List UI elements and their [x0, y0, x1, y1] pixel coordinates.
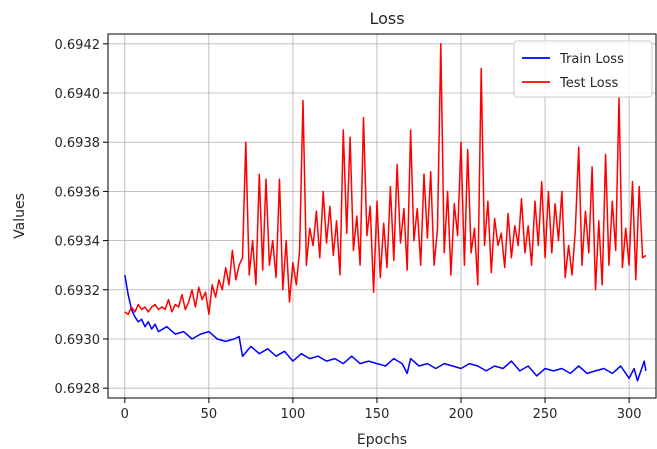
y-tick-label: 0.6940	[55, 87, 101, 102]
y-axis: 0.6928 0.6930 0.6932 0.6934 0.6936 0.6938 0.69…	[55, 38, 108, 397]
y-axis-label: Values	[12, 193, 28, 239]
series-layer	[124, 43, 647, 382]
chart-title: Loss	[369, 9, 404, 28]
x-tick-label: 100	[280, 407, 305, 422]
x-tick-label: 150	[365, 407, 390, 422]
y-tick-label: 0.6934	[55, 235, 101, 250]
series-line-1	[124, 274, 647, 382]
x-axis-label: Epochs	[357, 432, 407, 448]
x-tick-label: 300	[617, 407, 642, 422]
x-tick-label: 50	[201, 407, 218, 422]
y-tick-label: 0.6942	[55, 38, 101, 53]
legend-box	[513, 40, 653, 98]
y-tick-label: 0.6936	[55, 185, 101, 200]
legend-label: Train Loss	[559, 52, 624, 67]
legend: Train Loss Test Loss	[513, 40, 653, 98]
y-tick-label: 0.6930	[55, 333, 101, 348]
series-line-2	[124, 43, 647, 316]
x-tick-label: 200	[449, 407, 474, 422]
x-tick-label: 0	[121, 407, 129, 422]
plot-frame	[107, 33, 657, 399]
y-tick-label: 0.6928	[55, 382, 101, 397]
y-tick-label: 0.6932	[55, 284, 101, 299]
y-tick-label: 0.6938	[55, 136, 101, 151]
x-tick-label: 250	[533, 407, 558, 422]
legend-label: Test Loss	[559, 76, 618, 91]
x-axis: 0 50 100 150 200 250 300	[121, 398, 642, 422]
